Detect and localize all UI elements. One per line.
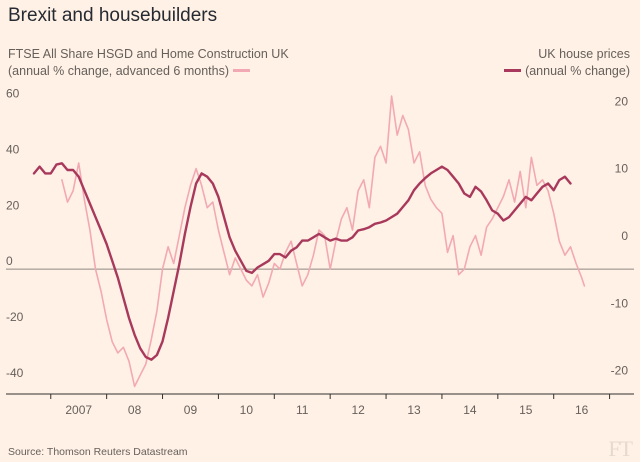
y-left-tick-label: 60 (6, 87, 20, 101)
source-note: Source: Thomson Reuters Datastream (8, 446, 188, 458)
chart-title: Brexit and housebuilders (8, 5, 218, 26)
y-right-tick-label: -20 (611, 364, 629, 378)
legend-house-prices-line2-row: (annual % change) (500, 63, 630, 80)
x-tick-label: 09 (184, 403, 198, 417)
x-tick-label: 11 (296, 403, 309, 417)
x-tick-label: 15 (519, 403, 533, 417)
x-tick-label: 16 (575, 403, 589, 417)
ft-logo: FT (608, 436, 633, 461)
y-left-tick-label: 40 (6, 142, 20, 156)
y-left-tick-label: 0 (6, 254, 13, 268)
x-tick-label: 14 (463, 403, 477, 417)
x-tick-label: 12 (351, 403, 365, 417)
legend-housebuilders-line1: FTSE All Share HSGD and Home Constructio… (8, 47, 289, 61)
series-line-housebuilders (61, 95, 586, 388)
y-right-tick-label: 0 (621, 229, 628, 243)
y-right-tick-label: 20 (615, 94, 629, 108)
y-right-tick-label: 10 (615, 162, 629, 176)
legend-housebuilders-line2: (annual % change, advanced 6 months) (8, 64, 229, 78)
x-tick-label: 08 (128, 403, 142, 417)
y-left-tick-label: 20 (6, 198, 20, 212)
legend-house-prices: UK house prices (annual % change) (500, 46, 630, 80)
x-tick-label: 10 (240, 403, 254, 417)
legend-house-prices-line2: (annual % change) (525, 64, 630, 78)
x-tick-label: 13 (407, 403, 421, 417)
y-left-tick-label: -40 (6, 366, 24, 380)
legend-housebuilders-line2-row: (annual % change, advanced 6 months) (8, 63, 289, 80)
legend-house-prices-line1: UK house prices (538, 47, 630, 61)
legend-house-prices-swatch (504, 69, 522, 73)
y-left-tick-label: -20 (6, 310, 24, 324)
legend-housebuilders: FTSE All Share HSGD and Home Constructio… (8, 46, 289, 80)
legend-housebuilders-swatch (232, 69, 250, 73)
x-tick-label: 2007 (65, 403, 92, 417)
series-line-house-prices (32, 162, 572, 361)
y-right-tick-label: -10 (611, 296, 629, 310)
